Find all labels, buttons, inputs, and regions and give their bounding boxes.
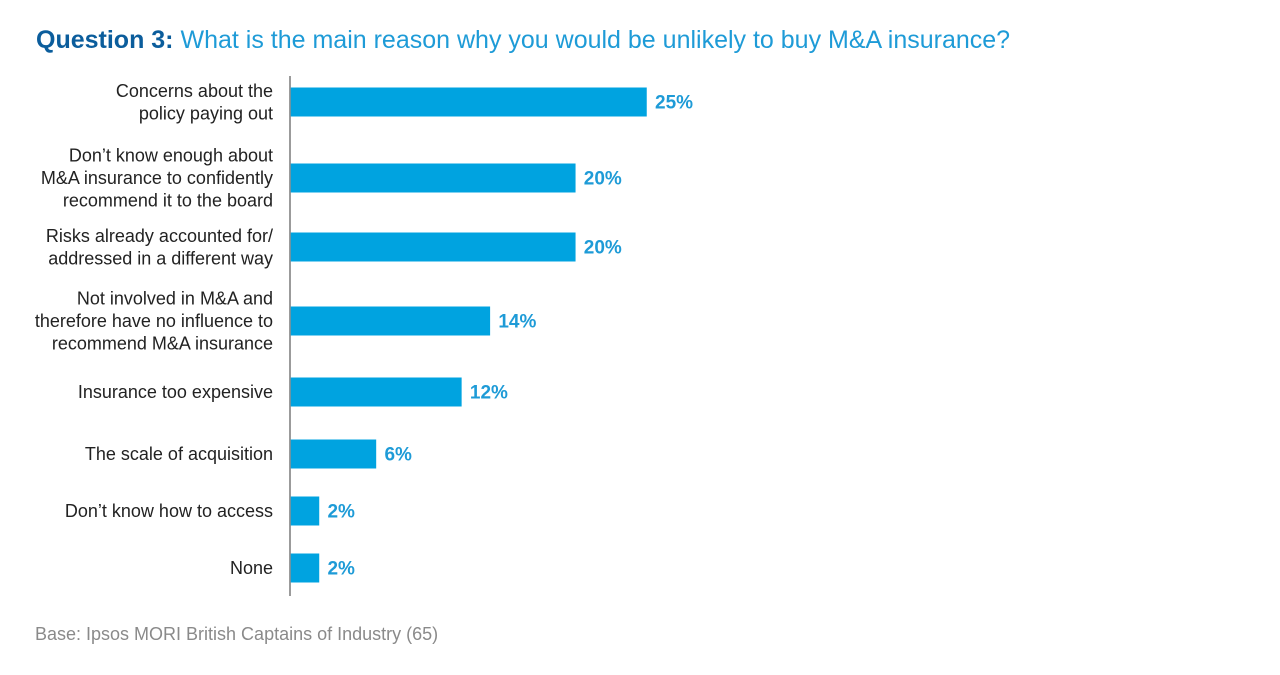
category-label-line: Concerns about the	[116, 81, 273, 101]
category-label-line: policy paying out	[139, 103, 273, 123]
category-label: None	[230, 558, 273, 578]
category-label-line: M&A insurance to confidently	[41, 168, 273, 188]
bar-value-label: 14%	[498, 312, 536, 333]
category-label-line: Insurance too expensive	[78, 382, 273, 402]
category-label-line: recommend it to the board	[63, 191, 273, 211]
category-label-line: addressed in a different way	[48, 248, 273, 268]
bar	[290, 439, 377, 469]
bar	[290, 553, 320, 583]
category-label: The scale of acquisition	[85, 444, 273, 464]
base-note: Base: Ipsos MORI British Captains of Ind…	[35, 624, 439, 644]
category-label-line: Risks already accounted for/	[46, 226, 273, 246]
category-label: Don’t know how to access	[65, 501, 273, 521]
bar	[290, 377, 462, 407]
category-label-line: Not involved in M&A and	[77, 289, 273, 309]
category-label-line: None	[230, 558, 273, 578]
category-label: Insurance too expensive	[78, 382, 273, 402]
bar-value-label: 6%	[384, 445, 412, 466]
bar	[290, 163, 576, 193]
category-label: Risks already accounted for/addressed in…	[46, 226, 273, 269]
category-label-line: therefore have no influence to	[35, 311, 273, 331]
bar-value-label: 12%	[470, 383, 508, 404]
category-label-line: recommend M&A insurance	[52, 334, 273, 354]
category-label: Not involved in M&A and therefore have no…	[35, 289, 273, 354]
title-question-text: What is the main reason why you would be…	[180, 26, 1011, 54]
title-question-number: Question 3:	[36, 26, 174, 54]
bar-value-label: 2%	[327, 559, 355, 580]
bar	[290, 496, 320, 526]
bar	[290, 232, 576, 262]
bar-value-label: 20%	[584, 169, 622, 190]
category-label-line: Don’t know how to access	[65, 501, 273, 521]
chart-title: Question 3: What is the main reason why …	[36, 26, 1010, 55]
category-label-line: The scale of acquisition	[85, 444, 273, 464]
bar-value-label: 25%	[655, 93, 693, 114]
bar	[290, 306, 491, 336]
bar-value-label: 20%	[584, 238, 622, 259]
category-label-line: Don’t know enough about	[69, 146, 273, 166]
category-label: Don’t know enough about M&A insurance to …	[41, 146, 273, 211]
bar-value-label: 2%	[327, 502, 355, 523]
category-label: Concerns about the policy paying out	[116, 81, 273, 124]
bar	[290, 87, 647, 117]
